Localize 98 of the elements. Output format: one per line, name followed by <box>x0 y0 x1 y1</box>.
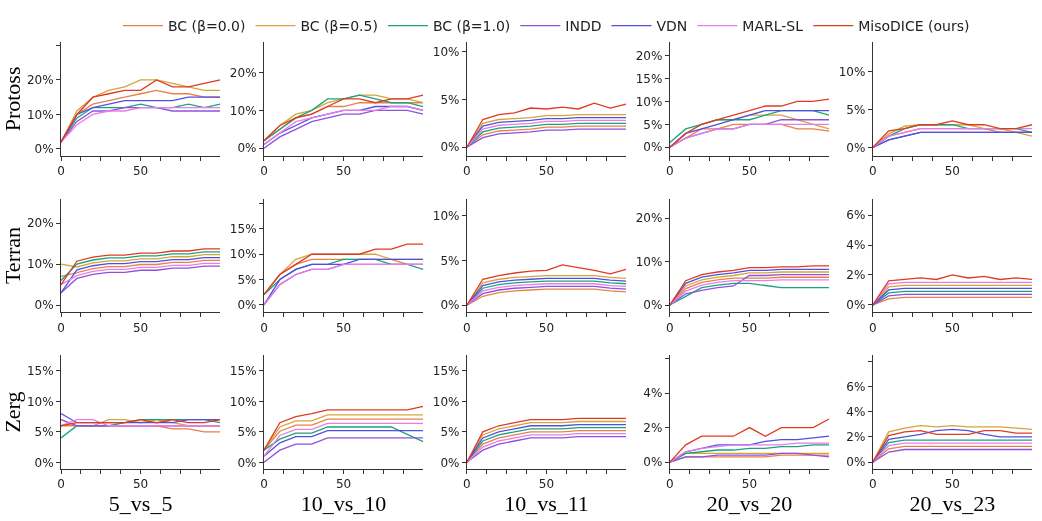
y-tick-label: 5% <box>846 102 866 117</box>
x-tick-label: 50 <box>538 320 555 335</box>
y-tick-label: 10% <box>229 394 257 409</box>
y-tick-label: 20% <box>26 216 54 231</box>
legend-label: INDD <box>565 18 602 35</box>
x-tick-label: 0 <box>666 164 674 179</box>
y-tick-label: 10% <box>432 394 460 409</box>
y-tick-label: 10% <box>635 94 663 109</box>
y-tick-label: 2% <box>846 430 866 445</box>
y-tick-label: 0% <box>643 140 663 155</box>
y-tick-label: 0% <box>643 455 663 470</box>
x-tick-label: 0 <box>57 477 65 492</box>
y-tick-label: 0% <box>440 455 460 470</box>
legend-label: MisoDICE (ours) <box>858 18 970 35</box>
x-tick-label: 50 <box>741 320 758 335</box>
x-tick-label: 0 <box>260 164 268 179</box>
x-tick-label: 0 <box>868 477 877 492</box>
legend-label: BC (β=1.0) <box>432 18 511 35</box>
y-tick-label: 4% <box>643 386 663 401</box>
y-tick-label: 0% <box>846 140 866 155</box>
x-tick-label: 0 <box>463 320 471 335</box>
y-tick-label: 5% <box>237 425 257 440</box>
x-tick-label: 0 <box>463 164 471 179</box>
x-tick-label: 0 <box>57 164 65 179</box>
y-tick-label: 0% <box>237 298 257 313</box>
y-tick-label: 10% <box>229 103 257 118</box>
x-axis-title: 10_vs_11 <box>504 491 589 517</box>
y-tick-label: 4% <box>846 404 866 419</box>
y-tick-label: 15% <box>229 364 257 379</box>
y-tick-label: 5% <box>440 253 460 268</box>
y-tick-label: 15% <box>26 364 54 379</box>
y-tick-label: 2% <box>643 420 663 435</box>
y-tick-label: 0% <box>643 298 663 313</box>
x-axis-title: 20_vs_23 <box>909 491 996 517</box>
y-tick-label: 0% <box>440 298 460 313</box>
x-tick-label: 50 <box>944 164 961 179</box>
y-tick-label: 4% <box>846 238 866 253</box>
y-axis-title: Zerg <box>0 391 25 433</box>
x-tick-label: 0 <box>666 477 674 492</box>
y-tick-label: 15% <box>229 222 257 237</box>
x-tick-label: 0 <box>260 320 268 335</box>
x-axis-title: 10_vs_10 <box>300 491 387 517</box>
y-tick-label: 15% <box>635 71 663 86</box>
y-tick-label: 10% <box>635 254 663 269</box>
x-tick-label: 50 <box>944 320 961 335</box>
y-tick-label: 6% <box>846 208 866 223</box>
x-tick-label: 50 <box>538 164 555 179</box>
x-tick-label: 50 <box>538 477 555 492</box>
x-tick-label: 50 <box>132 164 149 179</box>
x-tick-label: 50 <box>741 164 758 179</box>
y-tick-label: 2% <box>846 268 866 283</box>
y-tick-label: 10% <box>432 44 460 59</box>
x-tick-label: 50 <box>132 477 149 492</box>
x-tick-label: 0 <box>868 164 877 179</box>
y-tick-label: 0% <box>237 141 257 156</box>
legend-label: MARL-SL <box>742 18 804 35</box>
y-tick-label: 0% <box>34 298 54 313</box>
x-tick-label: 50 <box>132 320 149 335</box>
y-tick-label: 10% <box>838 64 866 79</box>
legend-label: VDN <box>656 18 688 35</box>
x-tick-label: 0 <box>666 320 674 335</box>
x-tick-label: 50 <box>335 320 352 335</box>
y-tick-label: 0% <box>34 455 54 470</box>
y-tick-label: 10% <box>229 247 257 262</box>
y-tick-label: 6% <box>846 379 866 394</box>
y-tick-label: 10% <box>432 208 460 223</box>
x-tick-label: 50 <box>944 477 961 492</box>
y-tick-label: 5% <box>643 117 663 132</box>
y-tick-label: 5% <box>34 425 54 440</box>
y-tick-label: 20% <box>26 73 54 88</box>
y-tick-label: 5% <box>440 425 460 440</box>
x-tick-label: 0 <box>463 477 471 492</box>
y-tick-label: 20% <box>635 48 663 63</box>
legend-label: BC (β=0.5) <box>300 18 378 35</box>
y-tick-label: 5% <box>440 92 460 107</box>
y-tick-label: 10% <box>26 107 54 122</box>
y-tick-label: 20% <box>229 65 257 80</box>
y-tick-label: 0% <box>34 142 54 157</box>
x-tick-label: 0 <box>57 320 65 335</box>
y-axis-title: Protoss <box>0 66 25 132</box>
y-tick-label: 5% <box>237 272 257 287</box>
x-tick-label: 0 <box>868 320 877 335</box>
x-axis-title: 5_vs_5 <box>108 491 173 517</box>
y-tick-label: 15% <box>432 364 460 379</box>
y-tick-label: 10% <box>26 394 54 409</box>
y-tick-label: 0% <box>846 455 866 470</box>
y-tick-label: 0% <box>846 298 866 313</box>
y-tick-label: 0% <box>440 140 460 155</box>
x-tick-label: 50 <box>741 477 758 492</box>
y-tick-label: 0% <box>237 455 257 470</box>
y-tick-label: 20% <box>635 211 663 226</box>
y-axis-title: Terran <box>0 226 25 285</box>
y-tick-label: 10% <box>26 257 54 272</box>
x-axis-title: 20_vs_20 <box>706 491 793 517</box>
x-tick-label: 50 <box>335 164 352 179</box>
x-tick-label: 50 <box>335 477 352 492</box>
x-tick-label: 0 <box>260 477 268 492</box>
legend-label: BC (β=0.0) <box>168 18 246 35</box>
